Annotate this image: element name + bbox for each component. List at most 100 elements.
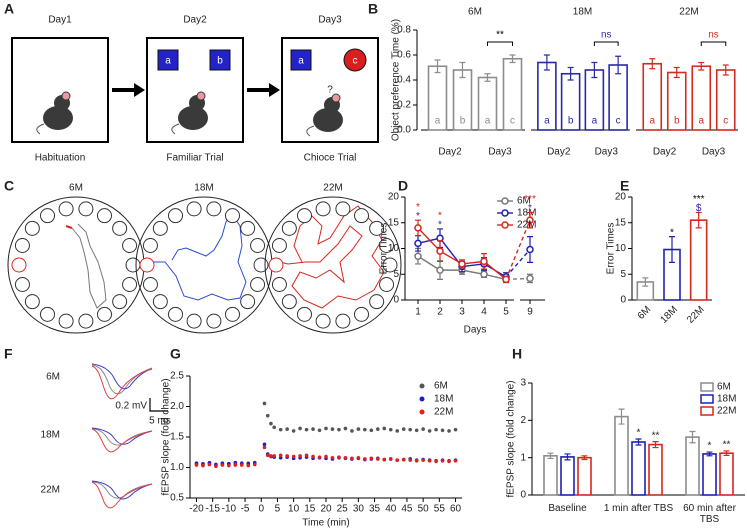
significance: *** bbox=[524, 194, 536, 205]
legend-label: 6M bbox=[717, 382, 731, 393]
maze-hole bbox=[268, 257, 284, 273]
group-title: 6M bbox=[468, 7, 482, 18]
point bbox=[278, 427, 283, 432]
point bbox=[324, 426, 328, 431]
object-label: a bbox=[165, 56, 171, 67]
caption: Chioce Trial bbox=[304, 153, 357, 164]
trace-group bbox=[91, 363, 153, 400]
caption: Habituation bbox=[35, 153, 86, 164]
point bbox=[291, 454, 296, 459]
scale-label: 0.2 mV bbox=[115, 401, 147, 412]
point bbox=[447, 459, 451, 464]
maze-hole bbox=[297, 306, 312, 322]
maze-hole bbox=[271, 238, 287, 254]
arrow-head bbox=[134, 83, 145, 97]
trace bbox=[91, 428, 153, 453]
point bbox=[434, 459, 438, 464]
y-tick-label: 1.0 bbox=[170, 462, 184, 473]
x-tick-label: 0 bbox=[258, 504, 264, 515]
y-axis-label: Error Times bbox=[606, 223, 617, 275]
trajectory bbox=[71, 223, 107, 309]
maze-hole bbox=[335, 313, 351, 329]
panel-label: E bbox=[620, 178, 629, 194]
maze-hole bbox=[253, 257, 269, 273]
y-tick-label: 0.2 bbox=[397, 100, 411, 111]
legend-label: 22M bbox=[517, 220, 536, 231]
point bbox=[285, 454, 289, 458]
y-tick-label: 5 bbox=[393, 269, 399, 280]
maze-hole bbox=[142, 238, 158, 254]
point bbox=[369, 428, 374, 433]
bar-letter: a bbox=[544, 116, 550, 127]
maze-hole bbox=[112, 220, 128, 236]
object bbox=[290, 49, 312, 71]
object bbox=[343, 48, 367, 72]
point bbox=[194, 463, 199, 467]
maze-title: 22M bbox=[323, 183, 342, 194]
legend-marker bbox=[419, 396, 425, 402]
object-label: a bbox=[298, 56, 304, 67]
panel-c: C 6M 18M 22M bbox=[4, 178, 402, 334]
maze-hole bbox=[369, 294, 385, 310]
bracket bbox=[487, 41, 513, 46]
point bbox=[382, 457, 387, 462]
x-tick-label: 20 bbox=[320, 504, 332, 515]
maze-hole bbox=[122, 276, 138, 292]
x-tick-label: -5 bbox=[241, 504, 250, 515]
legend-marker bbox=[501, 209, 509, 217]
series-line bbox=[505, 219, 531, 280]
point bbox=[285, 427, 289, 431]
point bbox=[317, 428, 322, 433]
maze-hole bbox=[152, 220, 168, 236]
trace bbox=[91, 428, 153, 446]
point bbox=[343, 426, 348, 431]
bar-letter: a bbox=[649, 116, 655, 127]
error-bar bbox=[706, 451, 713, 457]
error-bar bbox=[509, 54, 516, 64]
maze-hole bbox=[240, 220, 256, 236]
maze-hole bbox=[40, 208, 55, 224]
point bbox=[434, 427, 438, 432]
error-bar bbox=[722, 64, 729, 76]
x-tick-label: 9 bbox=[527, 307, 533, 318]
legend-label: 18M bbox=[717, 394, 736, 405]
point bbox=[227, 463, 231, 468]
maze-hole bbox=[142, 276, 158, 292]
significance: ** bbox=[496, 30, 504, 41]
trajectory bbox=[65, 225, 73, 229]
maze-hole bbox=[24, 220, 40, 236]
bar-letter: b bbox=[674, 116, 680, 127]
point bbox=[395, 429, 400, 433]
scale-label: 5 ms bbox=[149, 416, 171, 427]
maze bbox=[7, 196, 145, 334]
significance: ns bbox=[601, 30, 612, 41]
trace-group bbox=[91, 480, 153, 509]
x-tick-label: -15 bbox=[205, 504, 220, 515]
x-tick-label: 60 min after TBS bbox=[683, 503, 736, 525]
y-tick-label: 0 bbox=[393, 295, 399, 306]
point bbox=[269, 421, 273, 426]
trajectory bbox=[152, 213, 247, 301]
maze-hole bbox=[168, 306, 183, 322]
maze-hole bbox=[250, 238, 266, 254]
object bbox=[157, 49, 179, 71]
y-tick-label: 2.5 bbox=[170, 371, 184, 382]
bar bbox=[702, 453, 717, 496]
bar-letter: c bbox=[723, 116, 728, 127]
bar-letter: c bbox=[510, 116, 515, 127]
object-label: b bbox=[217, 56, 223, 67]
y-tick-label: 20 bbox=[615, 192, 627, 203]
maze-hole bbox=[168, 208, 183, 224]
maze-hole bbox=[58, 201, 74, 217]
point bbox=[401, 427, 406, 431]
error-bar bbox=[567, 66, 574, 81]
caption: Familiar Trial bbox=[166, 153, 223, 164]
point bbox=[363, 427, 367, 432]
error-bar bbox=[484, 73, 491, 82]
x-tick-label: -20 bbox=[189, 504, 204, 515]
error-bar bbox=[591, 61, 598, 79]
error-bar bbox=[649, 58, 656, 70]
legend-marker bbox=[419, 409, 425, 415]
legend-label: 18M bbox=[517, 208, 536, 219]
